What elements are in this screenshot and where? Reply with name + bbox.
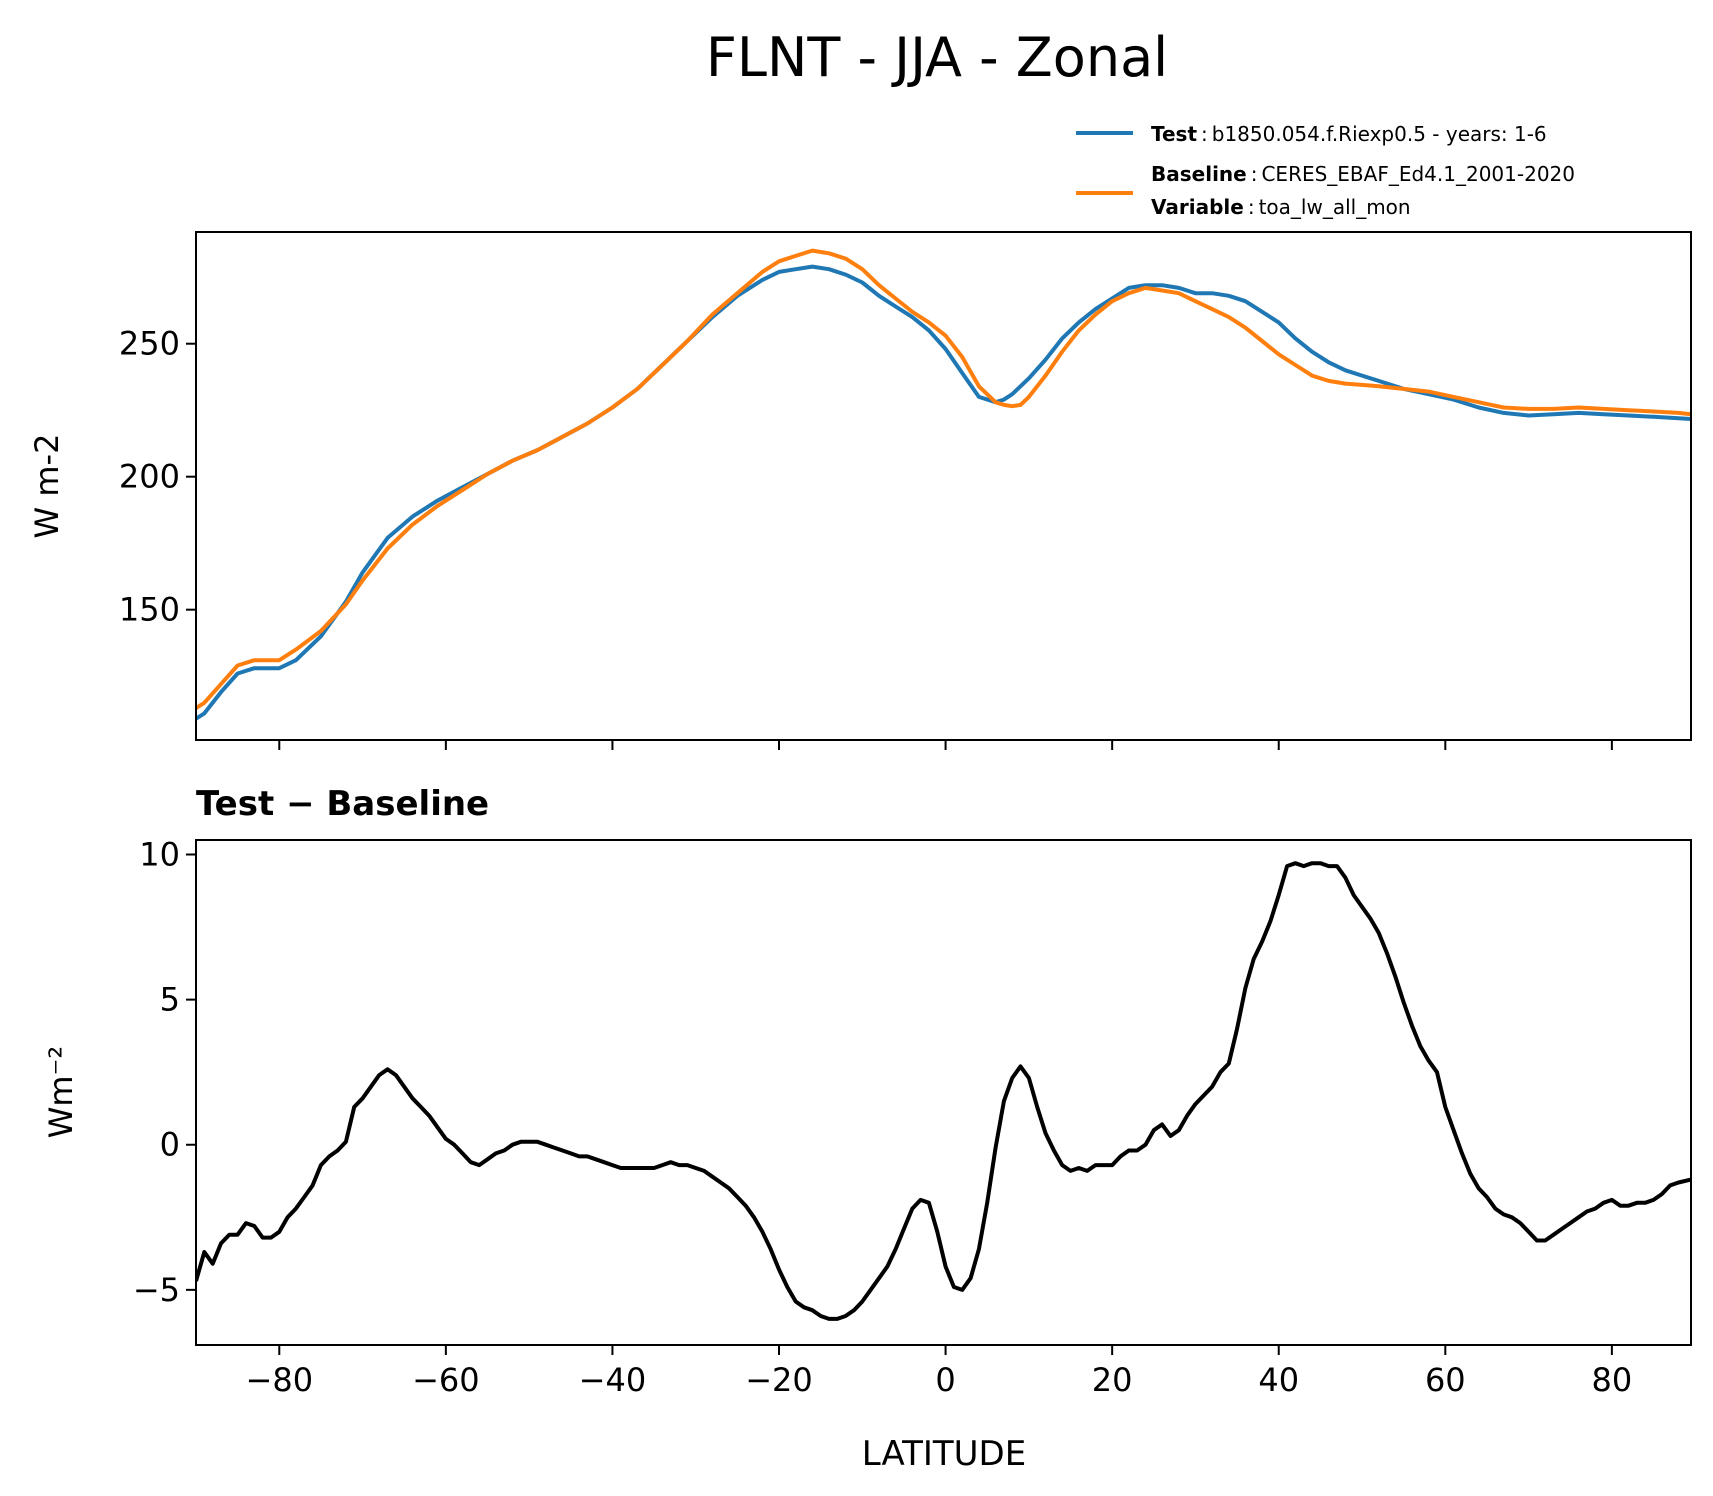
bottom-y-ticks: −5 0 5 10 (133, 836, 196, 1309)
bottom-x-tick-label: 60 (1425, 1361, 1466, 1399)
bottom-x-tick-label: −40 (579, 1361, 647, 1399)
legend-entry-baseline: Baseline : CERES_EBAF_Ed4.1_2001-2020 (1151, 162, 1575, 186)
bottom-x-tick-label: 0 (935, 1361, 955, 1399)
top-plot-area (196, 248, 1691, 721)
bottom-x-tick-label: −60 (412, 1361, 480, 1399)
top-y-tick-label: 150 (119, 591, 180, 629)
legend-separator: : (1244, 195, 1259, 219)
legend-key-variable: Variable (1151, 195, 1244, 219)
bottom-x-tick-label: 20 (1092, 1361, 1133, 1399)
top-y-ticks: 150 200 250 (119, 325, 196, 629)
bottom-x-tick-label: −20 (745, 1361, 813, 1399)
top-series-line-baseline (196, 248, 1691, 710)
bottom-axes-frame (195, 839, 1692, 1346)
bottom-y-tick-label: 5 (160, 981, 180, 1019)
figure-title: FLNT - JJA - Zonal (706, 26, 1168, 89)
bottom-x-tick-label: −80 (246, 1361, 314, 1399)
top-y-tick-label: 200 (119, 458, 180, 496)
bottom-series-line-difference (196, 861, 1691, 1321)
legend-key-baseline: Baseline (1151, 162, 1247, 186)
legend-value-variable: toa_lw_all_mon (1259, 195, 1411, 219)
legend-separator: : (1197, 122, 1212, 146)
bottom-plot-area (196, 861, 1691, 1321)
top-panel: 150 200 250 W m-2 (28, 231, 1692, 750)
bottom-x-tick-label: 40 (1258, 1361, 1299, 1399)
legend-separator: : (1247, 162, 1262, 186)
bottom-y-tick-label: 10 (139, 836, 180, 874)
top-x-ticks (278, 740, 1613, 750)
bottom-y-tick-label: −5 (133, 1271, 180, 1309)
bottom-panel: Test − Baseline −5 0 5 10 −80 −60 −40 −20 0 20 40… (42, 784, 1692, 1474)
x-axis-label: LATITUDE (862, 1434, 1026, 1474)
legend: Test : b1850.054.f.Riexp0.5 - years: 1-6… (1076, 122, 1575, 219)
top-y-axis-label: W m-2 (28, 434, 66, 539)
bottom-panel-title: Test − Baseline (196, 784, 489, 824)
top-axes-frame (195, 231, 1692, 741)
legend-entry-variable: Variable : toa_lw_all_mon (1151, 195, 1411, 219)
bottom-x-tick-label: 80 (1592, 1361, 1633, 1399)
bottom-y-axis-label: Wm⁻² (42, 1046, 80, 1139)
top-series-line-test (196, 264, 1691, 721)
legend-key-test: Test (1151, 122, 1197, 146)
legend-entry-test: Test : b1850.054.f.Riexp0.5 - years: 1-6 (1151, 122, 1547, 146)
bottom-y-tick-label: 0 (160, 1126, 180, 1164)
legend-value-test: b1850.054.f.Riexp0.5 - years: 1-6 (1212, 122, 1547, 146)
top-y-tick-label: 250 (119, 325, 180, 363)
bottom-x-ticks: −80 −60 −40 −20 0 20 40 60 80 (246, 1345, 1633, 1399)
legend-value-baseline: CERES_EBAF_Ed4.1_2001-2020 (1261, 162, 1575, 186)
